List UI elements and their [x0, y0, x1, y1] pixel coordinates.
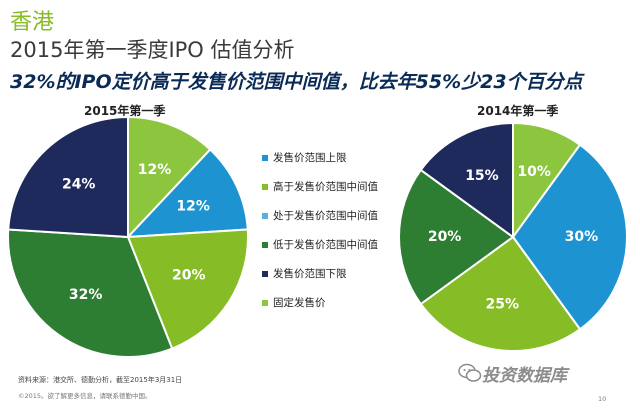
- chart-title-2015: 2015年第一季: [84, 104, 166, 118]
- pie-slice-label: 12%: [176, 198, 210, 214]
- legend-swatch: [262, 241, 268, 248]
- legend-label: 发售价范围下限: [273, 268, 347, 280]
- legend-swatch: [262, 299, 268, 306]
- copyright-note: ©2015。欲了解更多信息，请联系德勤中国。: [18, 392, 152, 400]
- pie-slice: [419, 121, 514, 239]
- legend-swatch: [262, 183, 268, 190]
- pie-slice: [511, 143, 628, 331]
- legend-swatch: [262, 270, 268, 277]
- legend-label: 低于发售价范围中间值: [273, 239, 378, 251]
- legend-item: 发售价范围下限: [262, 259, 412, 288]
- region-label: 香港: [10, 10, 55, 35]
- pie-slice-label: 30%: [565, 229, 599, 245]
- pie-slice: [7, 228, 174, 358]
- pie-slice-label: 20%: [172, 268, 206, 284]
- legend-item: 处于发售价范围中间值: [262, 201, 412, 230]
- legend-label: 发售价范围上限: [273, 152, 347, 164]
- pie-chart-2014: 10% 30% 25% 20% 15%: [398, 121, 628, 352]
- legend-item: 发售价范围上限: [262, 143, 412, 172]
- pie-slice: [512, 121, 582, 241]
- pie-slice: [419, 235, 582, 352]
- pie-slice-label: 24%: [62, 177, 96, 193]
- legend-swatch: [262, 154, 268, 161]
- legend-swatch: [262, 212, 268, 219]
- legend-item: 固定发售价: [262, 288, 412, 317]
- page-number: 10: [598, 395, 607, 403]
- legend-label: 处于发售价范围中间值: [273, 210, 378, 222]
- pie-slice-label: 32%: [69, 287, 103, 303]
- pie-slice: [398, 168, 515, 306]
- pie-slice: [125, 148, 249, 239]
- legend-label: 固定发售价: [273, 297, 326, 309]
- pie-slice-label: 12%: [138, 162, 172, 178]
- legend-item: 高于发售价范围中间值: [262, 172, 412, 201]
- pie-chart-2015: 12% 12% 20% 32% 24%: [7, 115, 249, 358]
- pie-slice-label: 10%: [517, 164, 551, 180]
- page-subtitle: 32%的IPO定价高于发售价范围中间值，比去年55%少23个百分点: [10, 71, 583, 93]
- watermark-text: 投资数据库: [482, 366, 567, 386]
- pie-slice: [7, 115, 129, 239]
- pie-slice-label: 20%: [428, 229, 462, 245]
- pie-slice-label: 25%: [486, 297, 520, 313]
- pie-slice: [127, 115, 212, 240]
- pie-slice: [126, 228, 249, 350]
- chart-legend: 发售价范围上限 高于发售价范围中间值 处于发售价范围中间值 低于发售价范围中间值…: [262, 143, 412, 317]
- chart-title-2014: 2014年第一季: [477, 104, 559, 118]
- legend-item: 低于发售价范围中间值: [262, 230, 412, 259]
- page-title: 2015年第一季度IPO 估值分析: [10, 38, 295, 62]
- source-note: 资料来源：港交所、德勤分析，截至2015年3月31日: [18, 376, 183, 384]
- wechat-icon: [458, 363, 482, 382]
- pie-slice-label: 15%: [465, 168, 499, 184]
- legend-label: 高于发售价范围中间值: [273, 181, 378, 193]
